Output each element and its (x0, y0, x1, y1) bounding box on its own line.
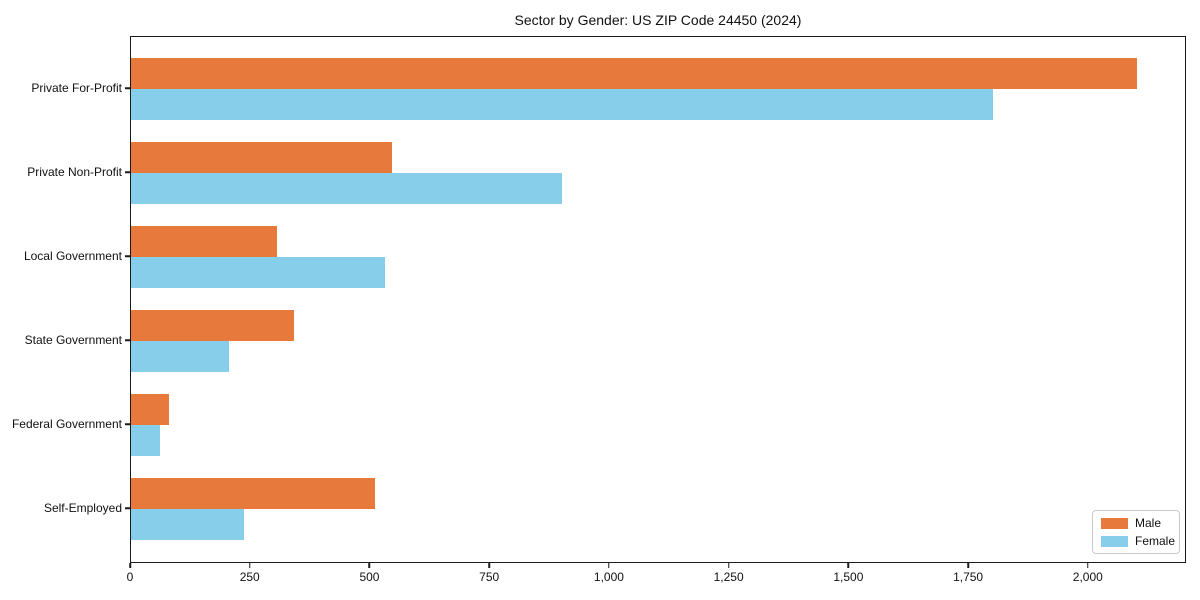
x-tick-mark (1087, 563, 1089, 568)
y-axis-label-self-employed: Self-Employed (43, 501, 122, 515)
bar-female-state-government (131, 341, 230, 372)
plot-area (130, 36, 1186, 563)
y-axis-label-state-government: State Government (24, 333, 122, 347)
bar-male-local-government (131, 226, 278, 257)
x-tick-mark (608, 563, 610, 568)
bar-male-private-for-profit (131, 58, 1137, 89)
bar-male-state-government (131, 310, 294, 341)
x-axis-tick-500: 500 (359, 570, 380, 584)
bar-female-self-employed (131, 509, 244, 540)
x-axis-tick-0: 0 (126, 570, 134, 584)
y-axis-label-local-government: Local Government (23, 249, 122, 263)
bar-male-private-non-profit (131, 142, 392, 173)
y-tick-mark (125, 171, 130, 173)
x-tick-mark (967, 563, 969, 568)
x-axis-tick-1-250: 1,250 (713, 570, 744, 584)
x-axis-tick-1-750: 1,750 (953, 570, 984, 584)
x-tick-mark (847, 563, 850, 568)
legend-label-female: Female (1135, 534, 1176, 548)
bar-female-federal-government (131, 425, 160, 456)
x-tick-mark (248, 563, 251, 568)
chart-title: Sector by Gender: US ZIP Code 24450 (202… (514, 12, 802, 28)
x-axis-tick-250: 250 (239, 570, 260, 584)
y-tick-mark (125, 339, 130, 341)
x-axis-tick-1-500: 1,500 (833, 570, 864, 584)
legend-label-male: Male (1135, 516, 1162, 530)
y-tick-mark (125, 507, 130, 509)
legend: Male Female (1092, 510, 1180, 554)
y-axis-label-private-non-profit: Private Non-Profit (27, 165, 122, 179)
legend-item-male: Male (1101, 516, 1171, 530)
x-axis-tick-2-000: 2,000 (1072, 570, 1103, 584)
x-tick-mark (129, 563, 131, 568)
bar-female-local-government (131, 257, 385, 288)
legend-swatch-female (1101, 535, 1128, 547)
y-tick-mark (125, 87, 130, 89)
bar-male-self-employed (131, 478, 376, 509)
bar-female-private-for-profit (131, 89, 993, 120)
y-tick-mark (125, 423, 130, 425)
x-tick-mark (727, 563, 730, 568)
y-axis-label-federal-government: Federal Government (11, 417, 122, 431)
legend-item-female: Female (1101, 534, 1175, 548)
x-axis-tick-1-000: 1,000 (593, 570, 624, 584)
y-axis-label-private-for-profit: Private For-Profit (31, 81, 122, 95)
x-tick-mark (368, 563, 371, 568)
legend-swatch-male (1101, 517, 1128, 529)
y-tick-mark (125, 255, 130, 257)
bar-male-federal-government (131, 394, 170, 425)
x-axis-tick-750: 750 (479, 570, 500, 584)
bar-female-private-non-profit (131, 173, 562, 204)
x-tick-mark (488, 563, 490, 568)
